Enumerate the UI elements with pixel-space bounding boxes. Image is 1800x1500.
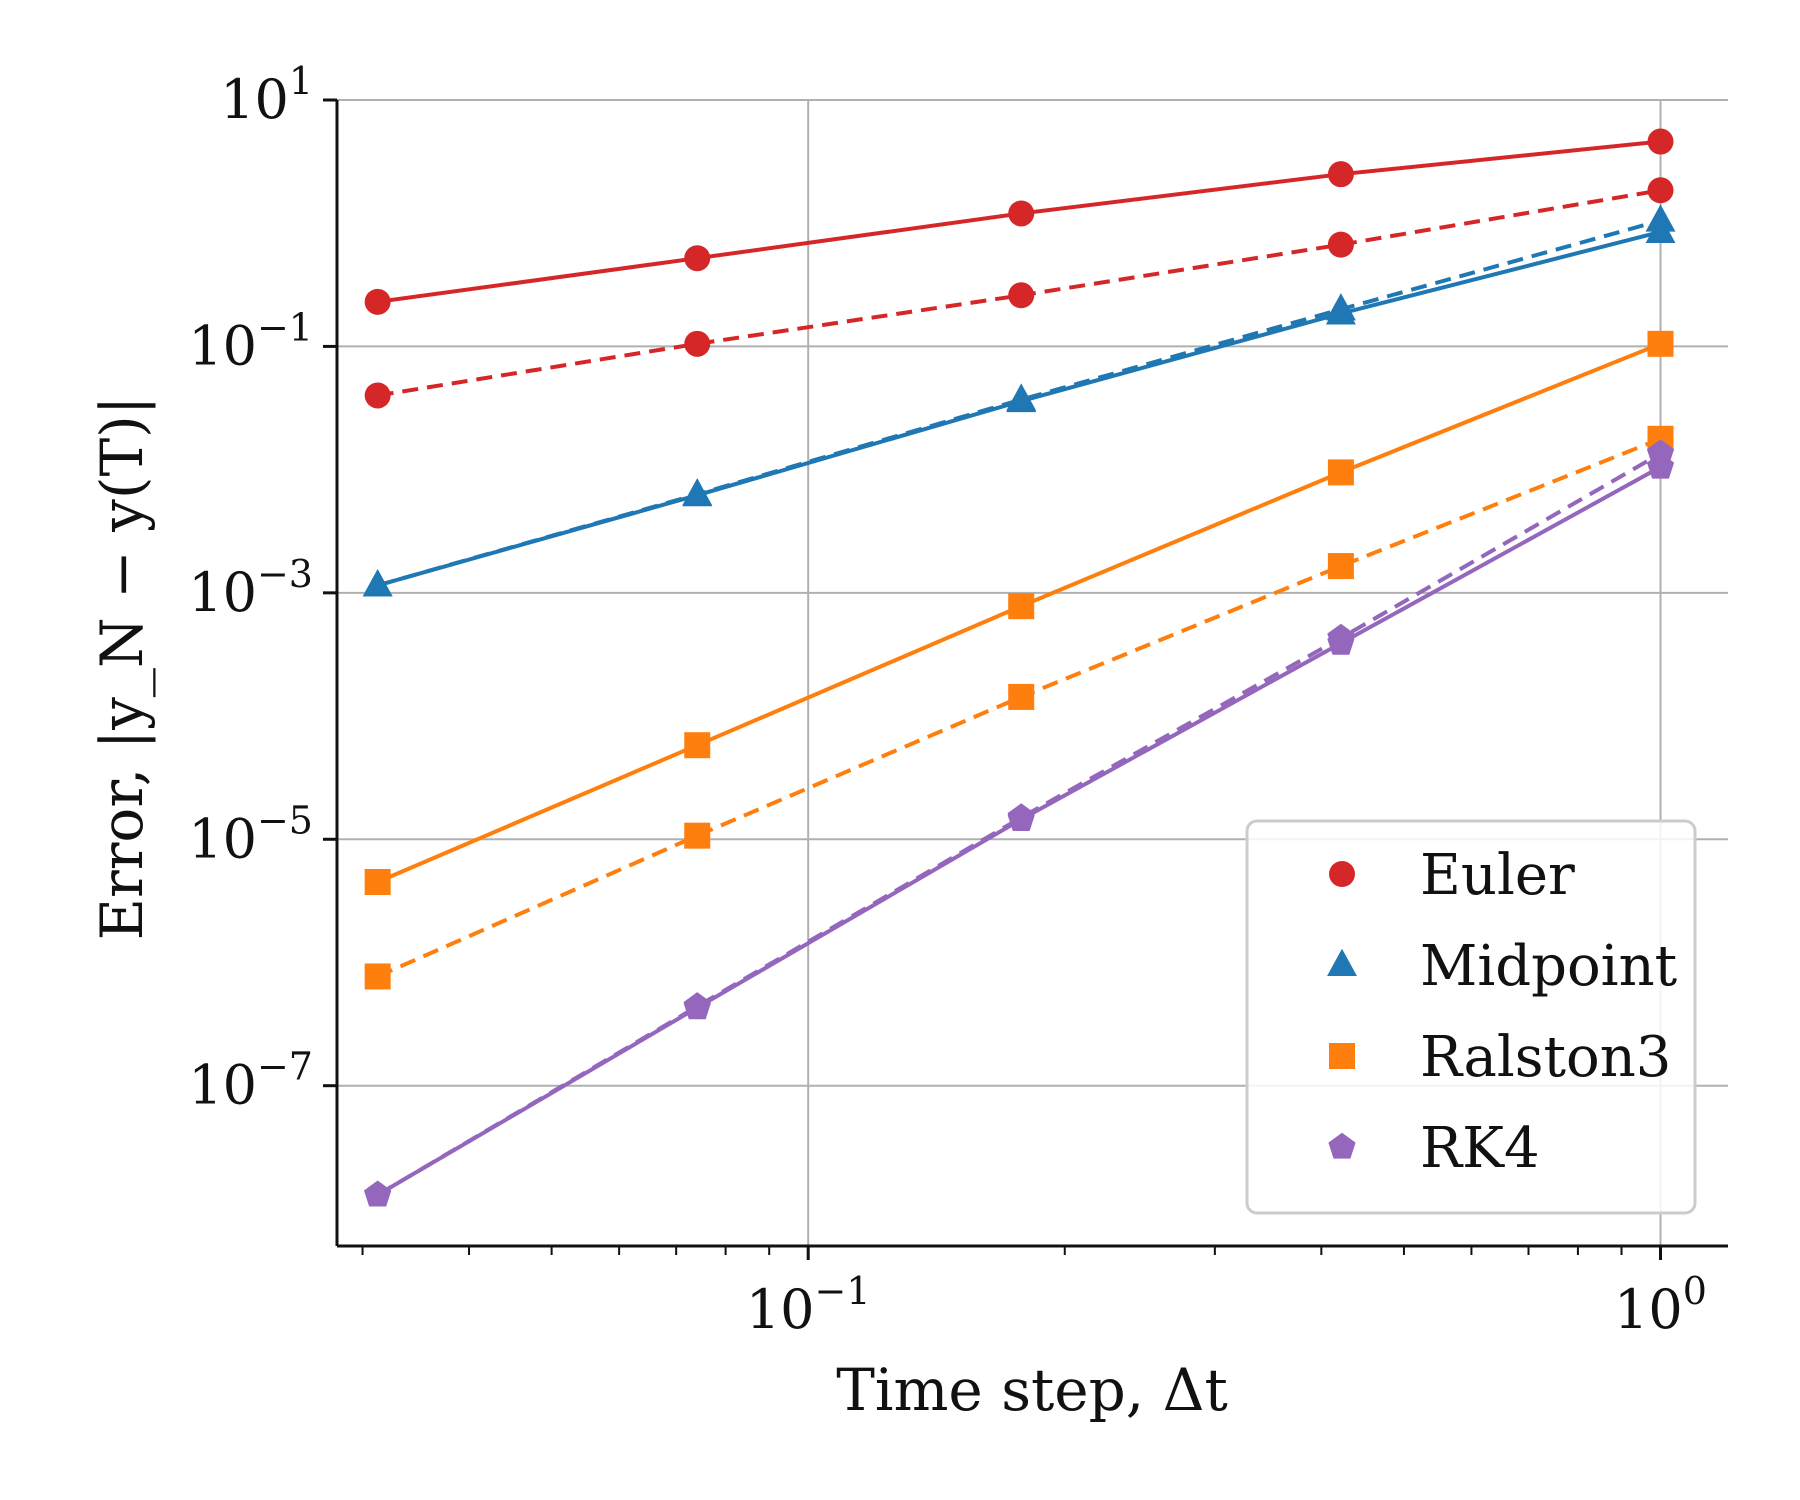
legend-entry-euler: Euler [1329, 843, 1575, 908]
data-point [1647, 330, 1674, 357]
y-tick-label: 10−5 [188, 798, 313, 870]
legend-entry-rk4: RK4 [1328, 1116, 1540, 1181]
y-axis-label: Error, |y_N − y(T)| [88, 396, 156, 941]
data-point [1327, 161, 1354, 188]
plot-area [362, 128, 1676, 1207]
data-point [364, 382, 391, 409]
data-point [684, 245, 711, 272]
data-point [362, 569, 393, 597]
data-point [1327, 623, 1355, 650]
data-point [1645, 204, 1676, 232]
data-point [1008, 683, 1035, 710]
data-point [684, 822, 711, 849]
series-ralston3 [364, 330, 1674, 896]
legend: Euler Midpoint Ralston3 RK4 [1245, 819, 1697, 1215]
data-point [1327, 553, 1354, 580]
data-point [684, 330, 711, 357]
legend-label: RK4 [1420, 1116, 1540, 1181]
legend-label: Midpoint [1420, 934, 1678, 999]
data-point [364, 869, 391, 896]
data-point [1008, 200, 1035, 227]
data-point [364, 1180, 392, 1207]
legend-entry-midpoint: Midpoint [1327, 934, 1678, 999]
data-point [1006, 383, 1037, 411]
grid [337, 99, 1728, 1246]
x-tick-label: 100 [1614, 1269, 1707, 1341]
data-point [1646, 439, 1675, 466]
data-point [1327, 231, 1354, 258]
y-tick-label: 101 [220, 59, 313, 131]
series-dashed-7 [364, 439, 1675, 1207]
legend-marker [1327, 948, 1357, 977]
data-point [1007, 803, 1035, 830]
legend-entry-ralston3: Ralston3 [1329, 1025, 1671, 1090]
data-point [1647, 177, 1674, 204]
data-point [682, 478, 713, 506]
data-point [1647, 128, 1674, 155]
x-tick-label: 10−1 [746, 1269, 871, 1341]
legend-label: Euler [1420, 843, 1575, 908]
legend-marker [1329, 1043, 1355, 1069]
data-point [1008, 282, 1035, 309]
series-line [376, 451, 1662, 1197]
axes [335, 100, 1728, 1248]
y-tick-label: 10−3 [188, 552, 313, 624]
x-axis-label: Time step, Δt [836, 1356, 1228, 1424]
series-dashed-3 [362, 204, 1676, 597]
ticks: 101 10−1 10−3 10−5 10−7 10−1 100 [188, 59, 1707, 1341]
legend-label: Ralston3 [1420, 1025, 1671, 1090]
series-dashed-1 [364, 177, 1674, 409]
data-point [1327, 459, 1354, 486]
data-point [364, 963, 391, 990]
data-point [1008, 593, 1035, 620]
data-point [364, 288, 391, 315]
legend-marker [1328, 1132, 1356, 1159]
data-point [1325, 293, 1356, 321]
series-line [377, 218, 1662, 588]
y-tick-label: 10−7 [188, 1045, 313, 1117]
data-point [683, 992, 711, 1018]
series-dashed-5 [364, 425, 1674, 990]
y-tick-label: 10−1 [188, 305, 313, 377]
legend-marker [1329, 861, 1355, 887]
data-point [684, 732, 711, 759]
legend-frame [1245, 819, 1697, 1215]
series-euler [364, 128, 1674, 315]
